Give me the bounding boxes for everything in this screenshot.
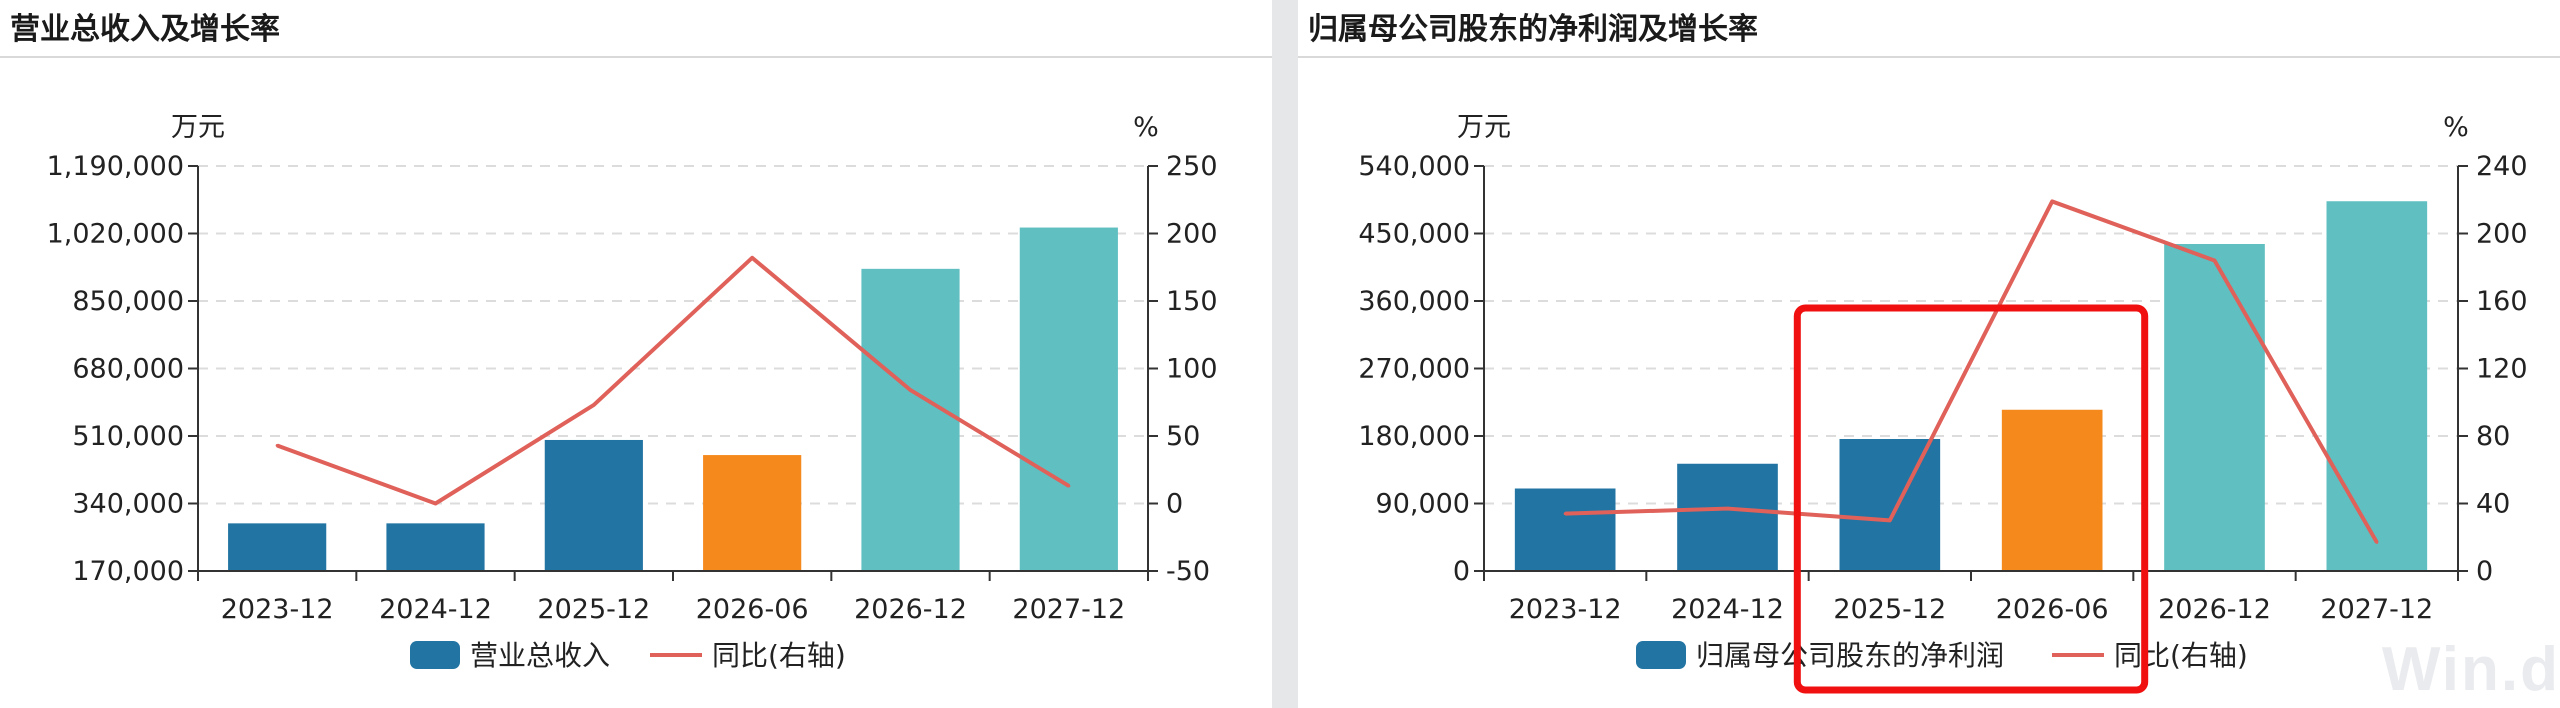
growth-line [276, 255, 1070, 506]
left-axis-unit: 万元 [1457, 112, 1511, 143]
growth-point [750, 256, 754, 260]
right-tick-label: -50 [1166, 556, 1210, 587]
legend-line-label: 同比(右轴) [2114, 639, 2248, 672]
left-tick-label: 540,000 [1358, 151, 1470, 182]
growth-point [1067, 484, 1071, 488]
x-tick-label: 2026-06 [1996, 594, 2109, 625]
x-tick-label: 2023-12 [221, 594, 334, 625]
x-tick-label: 2027-12 [1012, 594, 1125, 625]
left-tick-label: 360,000 [1358, 286, 1470, 317]
bar [1019, 227, 1118, 571]
growth-point [909, 388, 912, 392]
left-tick-label: 340,000 [72, 489, 184, 520]
left-tick-label: 1,190,000 [47, 151, 184, 182]
bar [1514, 488, 1616, 571]
x-tick-label: 2024-12 [379, 594, 492, 625]
left-tick-label: 180,000 [1358, 421, 1470, 452]
growth-point [592, 403, 596, 407]
growth-point [434, 502, 437, 505]
net-profit-chart: 540,000 240 450,000 200 360,000 160 270,000 120… [1358, 112, 2528, 694]
title-divider [1298, 56, 2560, 58]
growth-point [1563, 512, 1567, 516]
left-tick-label: 850,000 [72, 286, 184, 317]
growth-point [2213, 259, 2216, 262]
right-tick-label: 150 [1166, 286, 1218, 317]
x-tick-label: 2025-12 [537, 594, 650, 625]
legend-bar-swatch [1636, 641, 1686, 669]
growth-point [1726, 507, 1729, 511]
right-tick-label: 40 [2476, 489, 2510, 520]
left-tick-label: 450,000 [1358, 219, 1470, 250]
growth-point [275, 443, 279, 447]
revenue-chart: 1,190,000 250 1,020,000 200 850,000 150 680,00… [47, 112, 1218, 672]
highlight-box [1793, 304, 2149, 694]
growth-point [2050, 199, 2054, 203]
right-axis-unit: % [1133, 112, 1159, 143]
legend-bar-label: 归属母公司股东的净利润 [1696, 639, 2004, 672]
right-tick-label: 160 [2476, 286, 2528, 317]
right-tick-label: 0 [1166, 489, 1183, 520]
x-tick-label: 2026-06 [696, 594, 809, 625]
right-tick-label: 80 [2476, 421, 2510, 452]
left-axis-unit: 万元 [171, 112, 225, 143]
right-tick-label: 250 [1166, 151, 1218, 182]
x-tick-label: 2025-12 [1833, 594, 1946, 625]
x-tick-label: 2024-12 [1671, 594, 1784, 625]
net-profit-chart-panel: 归属母公司股东的净利润及增长率 540,000 240 450,000 200 360,… [1298, 0, 2560, 708]
title-divider [0, 56, 1272, 58]
x-tick-label: 2027-12 [2320, 594, 2433, 625]
x-tick-label: 2026-12 [854, 594, 967, 625]
left-tick-label: 170,000 [72, 556, 184, 587]
bar [386, 523, 485, 571]
left-tick-label: 510,000 [72, 421, 184, 452]
left-tick-label: 1,020,000 [47, 219, 184, 250]
bar [228, 523, 327, 571]
bar [703, 455, 802, 571]
left-tick-label: 0 [1453, 556, 1470, 587]
bar [2164, 244, 2265, 571]
right-tick-label: 50 [1166, 421, 1200, 452]
right-tick-label: 200 [1166, 219, 1218, 250]
bar [2326, 201, 2428, 571]
growth-point [1888, 518, 1892, 522]
right-tick-label: 200 [2476, 219, 2528, 250]
chart-title: 营业总收入及增长率 [10, 12, 280, 47]
growth-point [2375, 540, 2379, 544]
chart-title: 归属母公司股东的净利润及增长率 [1308, 12, 1758, 47]
x-tick-label: 2026-12 [2158, 594, 2271, 625]
growth-line [1565, 199, 2379, 544]
bar [544, 439, 643, 571]
bar [1677, 463, 1778, 571]
right-tick-label: 0 [2476, 556, 2493, 587]
legend-line-label: 同比(右轴) [712, 639, 846, 672]
right-axis-unit: % [2443, 112, 2469, 143]
right-tick-label: 240 [2476, 151, 2528, 182]
bar [1839, 439, 1941, 571]
right-tick-label: 100 [1166, 354, 1218, 385]
watermark: Win.d [2381, 635, 2560, 704]
left-tick-label: 90,000 [1376, 489, 1470, 520]
panel-divider [1272, 0, 1298, 708]
bar [861, 268, 960, 571]
left-tick-label: 270,000 [1358, 354, 1470, 385]
legend-bar-label: 营业总收入 [470, 639, 610, 672]
revenue-chart-panel: 营业总收入及增长率 1,190,000 250 1,020,000 200 850,00… [0, 0, 1272, 708]
left-tick-label: 680,000 [72, 354, 184, 385]
bar [2001, 409, 2103, 571]
legend-bar-swatch [410, 641, 460, 669]
x-tick-label: 2023-12 [1509, 594, 1622, 625]
right-tick-label: 120 [2476, 354, 2528, 385]
